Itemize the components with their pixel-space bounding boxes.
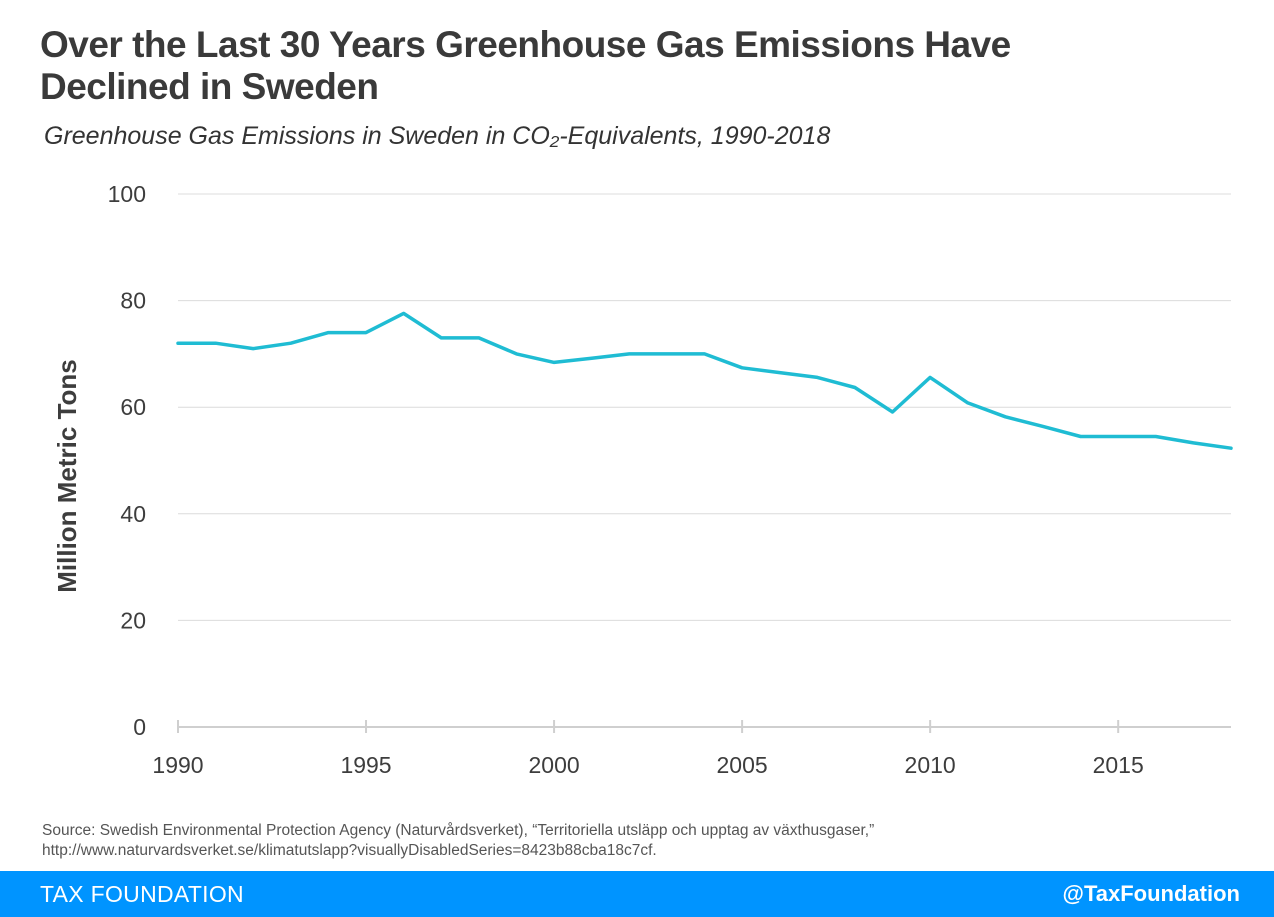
chart-title: Over the Last 30 Years Greenhouse Gas Em… bbox=[40, 24, 1011, 107]
y-tick-label: 20 bbox=[120, 607, 146, 633]
series-line bbox=[176, 311, 1233, 450]
x-tick-label: 2010 bbox=[905, 752, 956, 778]
source-line-1: Source: Swedish Environmental Protection… bbox=[42, 822, 875, 839]
x-tick-label: 1995 bbox=[340, 752, 391, 778]
y-tick-label: 100 bbox=[108, 181, 146, 207]
gridlines bbox=[178, 193, 1231, 621]
source-line-2: http://www.naturvardsverket.se/klimatuts… bbox=[42, 842, 657, 859]
y-tick-label: 60 bbox=[120, 394, 146, 420]
footer-brand: TAX FOUNDATION bbox=[40, 881, 244, 907]
y-tick-label: 80 bbox=[120, 288, 146, 314]
y-tick-label: 40 bbox=[120, 501, 146, 527]
x-tick-label: 2005 bbox=[717, 752, 768, 778]
y-axis-title: Million Metric Tons bbox=[52, 359, 82, 593]
footer-handle: @TaxFoundation bbox=[1062, 881, 1240, 906]
footer-bar: TAX FOUNDATION @TaxFoundation bbox=[0, 871, 1274, 917]
chart-subtitle: Greenhouse Gas Emissions in Sweden in CO… bbox=[44, 122, 831, 150]
x-tick-label: 1990 bbox=[152, 752, 203, 778]
x-tick-label: 2015 bbox=[1093, 752, 1144, 778]
x-tick-label: 2000 bbox=[528, 752, 579, 778]
series-layer bbox=[176, 311, 1233, 450]
y-tick-label: 0 bbox=[133, 714, 146, 740]
source-note: Source: Swedish Environmental Protection… bbox=[42, 821, 1242, 861]
axes: 0 20 40 60 80 100 1990 1995 2000 2005 2010 2015 bbox=[108, 181, 1231, 778]
